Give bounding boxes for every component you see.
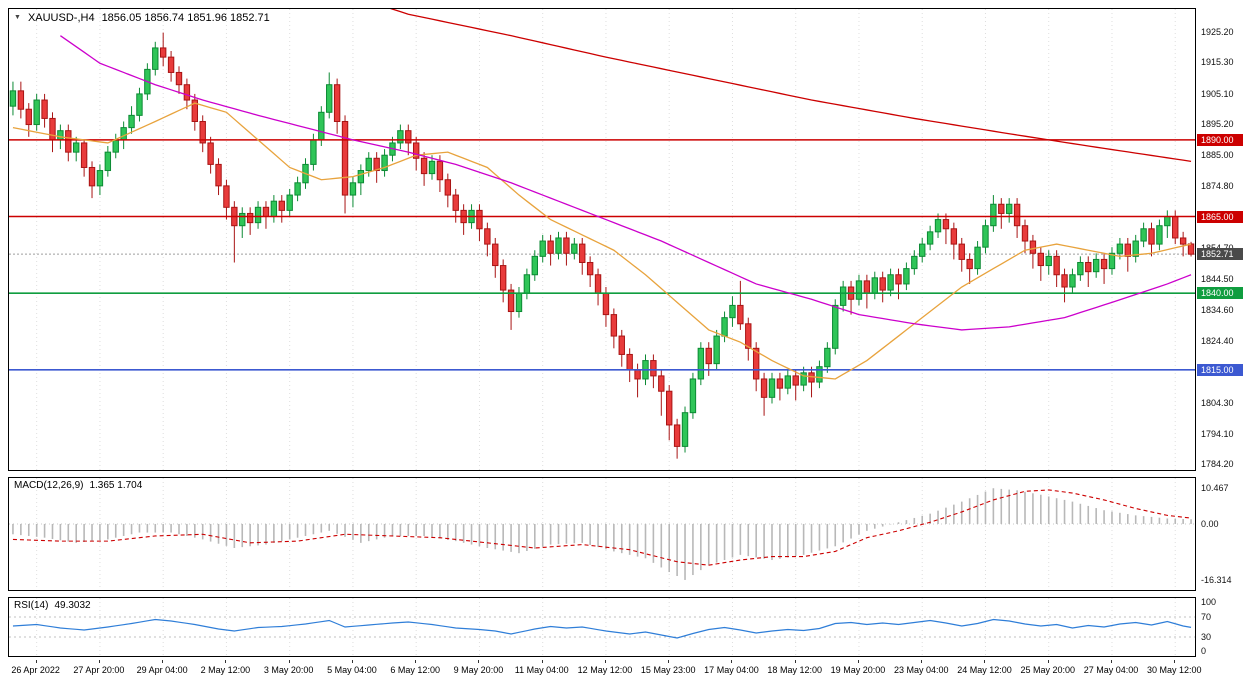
rsi-indicator-name: RSI(14)	[14, 600, 49, 611]
time-tick	[478, 660, 480, 663]
macd-signal-line	[12, 489, 1192, 566]
time-tick	[731, 660, 733, 663]
price-axis-label: 1905.10	[1201, 88, 1234, 99]
rsi-axis-label: 70	[1201, 612, 1212, 622]
price-axis-label: 1854.70	[1201, 243, 1234, 253]
macd-axis-label: 0.00	[1201, 518, 1219, 529]
price-axis-label: 1844.50	[1201, 274, 1234, 285]
price-tag: 1890.00	[1197, 133, 1243, 146]
time-label: 19 May 20:00	[830, 665, 886, 675]
time-label: 18 May 12:00	[767, 665, 822, 675]
time-tick	[541, 660, 543, 663]
main-chart-panel[interactable]: ▼ XAUUSD-,H4 1856.05 1856.74 1851.96 185…	[8, 8, 1196, 471]
price-axis-label: 1874.80	[1201, 181, 1234, 192]
time-tick	[35, 660, 37, 663]
time-tick	[225, 660, 227, 663]
time-tick	[668, 660, 670, 663]
rsi-value: 49.3032	[54, 600, 91, 611]
time-label: 30 May 12:00	[1146, 665, 1202, 675]
time-label: 29 Apr 04:00	[136, 665, 188, 675]
price-tag: 1840.00	[1197, 287, 1243, 300]
time-tick	[351, 660, 353, 663]
macd-axis[interactable]: 10.467 0.00 -16.314	[1197, 477, 1244, 591]
time-tick	[98, 660, 100, 663]
chart-title: ▼ XAUUSD-,H4 1856.05 1856.74 1851.96 185…	[14, 12, 270, 24]
time-label: 11 May 04:00	[514, 665, 569, 675]
time-tick	[288, 660, 290, 663]
price-tag: 1852.71	[1197, 248, 1243, 261]
candlestick-chart-canvas[interactable]	[9, 9, 1195, 470]
price-axis-label: 1834.60	[1201, 304, 1234, 315]
time-label: 26 Apr 2022	[11, 665, 60, 675]
rsi-line	[12, 618, 1192, 639]
rsi-chart-canvas[interactable]	[9, 598, 1195, 656]
symbol-timeframe-label: XAUUSD-,H4	[27, 12, 95, 24]
time-tick	[1110, 660, 1112, 663]
time-tick	[857, 660, 859, 663]
macd-values: 1.365 1.704	[89, 480, 143, 491]
time-tick	[1174, 660, 1176, 663]
price-axis-label: 1895.20	[1201, 118, 1234, 129]
price-axis-label: 1925.20	[1201, 26, 1234, 37]
time-label: 23 May 04:00	[893, 665, 949, 675]
time-label: 3 May 20:00	[263, 665, 314, 675]
time-label: 25 May 20:00	[1020, 665, 1075, 675]
ma-fast-orange	[12, 102, 1192, 380]
time-label: 6 May 12:00	[390, 665, 440, 675]
price-tag: 1815.00	[1197, 363, 1243, 376]
time-label: 2 May 12:00	[200, 665, 251, 675]
macd-chart-canvas[interactable]	[9, 478, 1195, 590]
price-axis[interactable]: 1925.20 1915.30 1905.10 1895.20 1885.00 1874.…	[1197, 8, 1244, 471]
price-axis-label: 1794.10	[1201, 428, 1234, 439]
time-tick	[604, 660, 606, 663]
rsi-axis-label: 30	[1201, 632, 1212, 642]
ma-mid-magenta	[60, 35, 1192, 331]
time-label: 15 May 23:00	[640, 665, 696, 675]
time-label: 9 May 20:00	[453, 665, 504, 675]
price-axis-label: 1784.20	[1201, 459, 1234, 470]
ma-slow-red	[390, 9, 1192, 162]
rsi-axis[interactable]: 100 70 30 0	[1197, 597, 1244, 657]
time-label: 5 May 04:00	[327, 665, 377, 675]
macd-axis-label: -16.314	[1201, 575, 1232, 585]
time-label: 17 May 04:00	[704, 665, 759, 675]
time-tick	[162, 660, 164, 663]
rsi-axis-label: 0	[1201, 646, 1207, 656]
time-tick	[1047, 660, 1049, 663]
symbol-dropdown-icon[interactable]: ▼	[14, 14, 21, 21]
macd-indicator-name: MACD(12,26,9)	[14, 480, 84, 491]
time-tick	[921, 660, 923, 663]
time-label: 12 May 12:00	[577, 665, 633, 675]
time-label: 24 May 12:00	[957, 665, 1012, 675]
time-tick	[794, 660, 796, 663]
price-axis-label: 1885.00	[1201, 150, 1234, 161]
candles	[9, 32, 1195, 459]
macd-label: MACD(12,26,9) 1.365 1.704	[14, 480, 148, 491]
time-tick	[415, 660, 417, 663]
time-label: 27 Apr 20:00	[73, 665, 125, 675]
ohlc-readout: 1856.05 1856.74 1851.96 1852.71	[101, 12, 270, 24]
rsi-panel[interactable]: RSI(14) 49.3032	[8, 597, 1196, 657]
price-axis-label: 1804.30	[1201, 397, 1234, 408]
time-label: 27 May 04:00	[1083, 665, 1139, 675]
price-axis-label: 1824.40	[1201, 335, 1234, 346]
price-axis-label: 1915.30	[1201, 57, 1234, 68]
time-tick	[984, 660, 986, 663]
time-axis[interactable]: 26 Apr 2022 27 Apr 20:00 29 Apr 04:00 2 May…	[8, 660, 1218, 686]
rsi-axis-label: 100	[1201, 597, 1217, 607]
price-tag: 1865.00	[1197, 210, 1243, 223]
macd-axis-label: 10.467	[1201, 483, 1229, 493]
rsi-label: RSI(14) 49.3032	[14, 600, 97, 611]
macd-panel[interactable]: MACD(12,26,9) 1.365 1.704	[8, 477, 1196, 591]
